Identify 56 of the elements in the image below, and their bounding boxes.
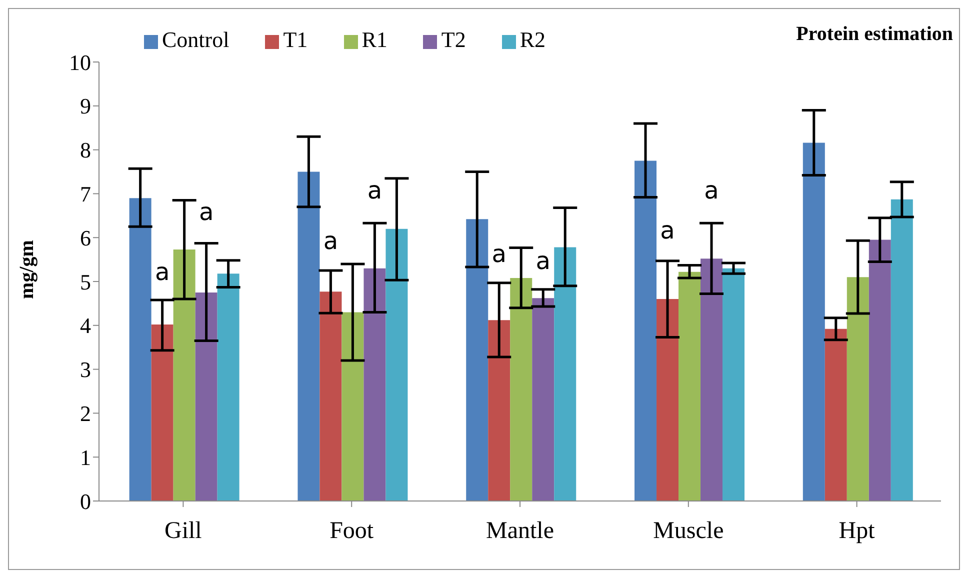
- legend-label: Control: [162, 27, 230, 52]
- data-label: a: [492, 240, 506, 268]
- data-label: a: [367, 176, 382, 205]
- bar: [217, 274, 240, 501]
- bar: [129, 198, 152, 501]
- bar: [342, 312, 364, 501]
- data-label: a: [704, 176, 719, 205]
- y-tick-label: 9: [80, 94, 91, 119]
- bar: [868, 240, 891, 501]
- data-label: a: [660, 216, 675, 245]
- bar: [151, 324, 174, 501]
- bar: [510, 278, 532, 501]
- y-tick-label: 6: [80, 225, 91, 250]
- legend-label: T2: [441, 27, 466, 52]
- bar: [802, 142, 825, 501]
- bar: [466, 219, 488, 501]
- y-tick-label: 2: [80, 401, 91, 426]
- bar: [173, 249, 196, 501]
- data-label: a: [536, 246, 550, 275]
- legend-label: T1: [283, 27, 308, 52]
- bar: [656, 299, 679, 501]
- bar: [678, 272, 701, 501]
- x-tick-label: Mantle: [486, 518, 554, 544]
- bar: [195, 292, 218, 501]
- y-tick-label: 3: [80, 357, 91, 382]
- bar: [722, 268, 745, 501]
- x-tick-label: Gill: [164, 518, 202, 544]
- y-tick-label: 4: [80, 313, 91, 338]
- y-tick-label: 8: [80, 138, 91, 163]
- bar: [488, 320, 510, 501]
- bar: [364, 268, 386, 501]
- legend-label: R1: [362, 27, 388, 52]
- bar: [634, 160, 657, 501]
- y-axis-title: mg/gm: [16, 240, 38, 298]
- bar: [890, 199, 913, 501]
- data-label: a: [323, 226, 338, 255]
- bar: [700, 258, 723, 501]
- y-tick-label: 7: [80, 182, 91, 207]
- data-label: a: [198, 198, 214, 226]
- bar: [824, 328, 847, 501]
- bar: [386, 228, 408, 501]
- chart-title: Protein estimation: [796, 23, 953, 46]
- bar: [846, 277, 869, 501]
- legend-label: R2: [520, 27, 546, 52]
- bar: [532, 298, 554, 501]
- y-tick-label: 10: [69, 50, 91, 75]
- y-tick-label: 0: [80, 488, 91, 514]
- x-tick-label: Foot: [330, 518, 374, 544]
- y-tick-label: 1: [80, 444, 91, 470]
- bar: [298, 172, 320, 501]
- bar: [320, 292, 342, 501]
- x-tick-label: Muscle: [653, 518, 724, 544]
- bar: [554, 247, 576, 501]
- data-label: a: [154, 258, 170, 286]
- y-tick-label: 5: [80, 269, 91, 294]
- x-tick-label: Hpt: [838, 518, 876, 544]
